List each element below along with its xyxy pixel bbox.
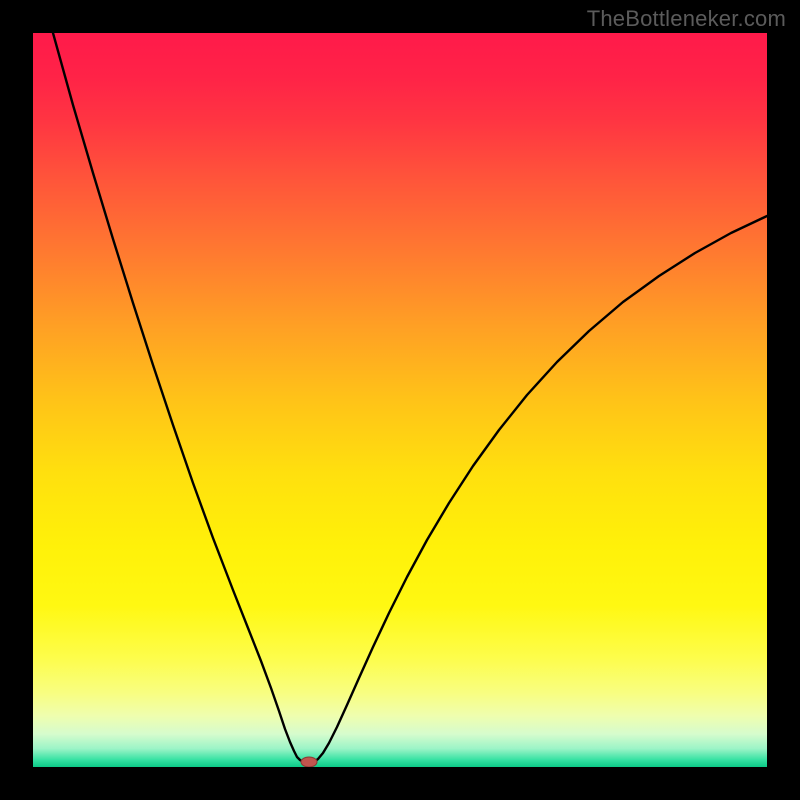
- minimum-point-marker: [301, 757, 317, 767]
- chart-plot-area: [33, 33, 767, 767]
- chart-background: [33, 33, 767, 767]
- watermark-text: TheBottleneker.com: [587, 6, 786, 32]
- bottleneck-curve-chart: [33, 33, 767, 767]
